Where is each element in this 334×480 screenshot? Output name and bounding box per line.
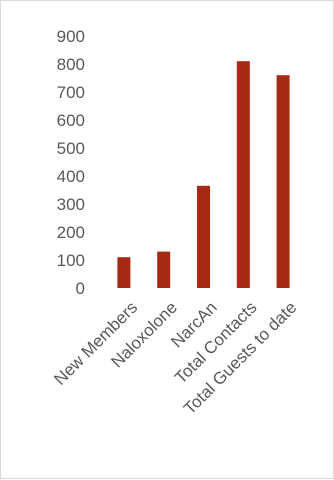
- bar: [236, 61, 250, 289]
- bar: [157, 251, 171, 288]
- bar-series: [117, 61, 290, 289]
- bar: [197, 185, 210, 288]
- bar: [276, 75, 290, 288]
- bar: [117, 257, 131, 288]
- y-tick-label: 0: [76, 279, 85, 298]
- y-tick-label: 300: [57, 195, 85, 214]
- y-tick-label: 600: [57, 111, 85, 130]
- y-axis: 0 100 200 300 400 500 600 700 800 900: [57, 27, 85, 298]
- y-tick-label: 500: [57, 139, 85, 158]
- y-tick-label: 800: [57, 55, 85, 74]
- y-tick-label: 700: [57, 83, 85, 102]
- y-tick-label: 400: [57, 167, 85, 186]
- y-tick-label: 100: [57, 251, 85, 270]
- y-tick-label: 900: [57, 27, 85, 46]
- y-tick-label: 200: [57, 223, 85, 242]
